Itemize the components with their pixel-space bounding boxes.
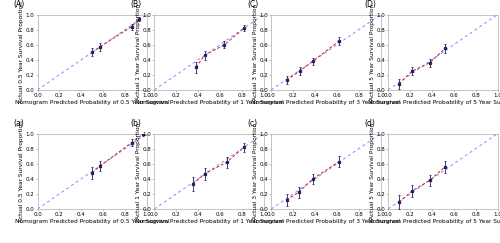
X-axis label: Nomogram Predicted Probability of 5 Year Survival: Nomogram Predicted Probability of 5 Year… [368,100,500,105]
Text: (D): (D) [364,0,376,9]
X-axis label: Nomogram Predicted Probability of 5 Year Survival: Nomogram Predicted Probability of 5 Year… [368,219,500,224]
Y-axis label: Actual 5 Year Survival Proportion: Actual 5 Year Survival Proportion [370,4,375,100]
X-axis label: Nomogram Predicted Probability of 1 Year Survival: Nomogram Predicted Probability of 1 Year… [134,219,284,224]
Y-axis label: Actual 1 Year Survival Proportion: Actual 1 Year Survival Proportion [136,123,141,219]
X-axis label: Nomogram Predicted Probability of 3 Year Survival: Nomogram Predicted Probability of 3 Year… [252,100,400,105]
Text: (a): (a) [14,119,24,128]
X-axis label: Nomogram Predicted Probability of 0.5 Year Survival: Nomogram Predicted Probability of 0.5 Ye… [15,100,170,105]
Text: (b): (b) [130,119,141,128]
Y-axis label: Actual 3 Year Survival Proportion: Actual 3 Year Survival Proportion [253,123,258,219]
Y-axis label: Actual 5 Year Survival Proportion: Actual 5 Year Survival Proportion [370,123,375,219]
Y-axis label: Actual 1 Year Survival Proportion: Actual 1 Year Survival Proportion [136,4,141,100]
X-axis label: Nomogram Predicted Probability of 1 Year Survival: Nomogram Predicted Probability of 1 Year… [134,100,284,105]
Text: (d): (d) [364,119,375,128]
Text: (B): (B) [130,0,141,9]
Text: (A): (A) [14,0,24,9]
Text: (C): (C) [247,0,258,9]
Y-axis label: Actual 3 Year Survival Proportion: Actual 3 Year Survival Proportion [253,4,258,100]
Y-axis label: Actual 0.5 Year Survival Proportion: Actual 0.5 Year Survival Proportion [19,1,24,103]
X-axis label: Nomogram Predicted Probability of 3 Year Survival: Nomogram Predicted Probability of 3 Year… [252,219,400,224]
X-axis label: Nomogram Predicted Probability of 0.5 Year Survival: Nomogram Predicted Probability of 0.5 Ye… [15,219,170,224]
Text: (c): (c) [247,119,258,128]
Y-axis label: Actual 0.5 Year Survival Proportion: Actual 0.5 Year Survival Proportion [19,121,24,222]
